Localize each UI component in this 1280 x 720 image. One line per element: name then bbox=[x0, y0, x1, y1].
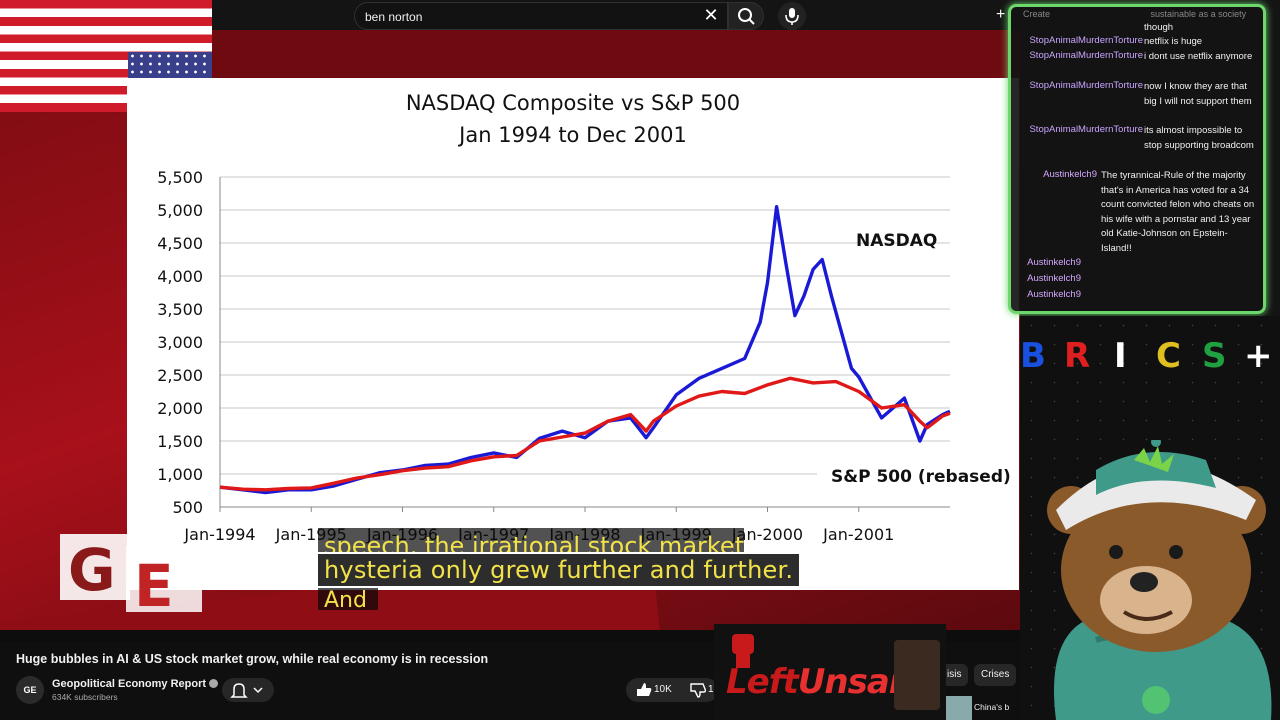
leftunsaid-logo: LeftUnsaid bbox=[714, 624, 946, 720]
chat-message: though bbox=[1144, 22, 1174, 33]
chat-username[interactable]: Austinkelch9 bbox=[1027, 257, 1081, 268]
x-tick-label: Jan-1994 bbox=[183, 525, 255, 544]
search-box[interactable] bbox=[354, 2, 728, 30]
chat-message: now I know they are that big I will not … bbox=[1144, 81, 1252, 107]
recommended-video-thumbnail[interactable] bbox=[944, 696, 972, 720]
verified-icon bbox=[209, 679, 219, 688]
nasdaq-series-label: NASDAQ bbox=[856, 231, 937, 251]
ge-watermark-logo: G E bbox=[60, 534, 202, 614]
raised-fist-icon bbox=[732, 634, 754, 668]
svg-text:G: G bbox=[68, 536, 116, 604]
y-tick-label: 4,000 bbox=[157, 267, 203, 286]
chat-username[interactable]: Austinkelch9 bbox=[1027, 273, 1081, 284]
microphone-icon bbox=[785, 8, 799, 25]
brics-banner: B R I C S + bbox=[1018, 336, 1280, 380]
voice-search-button[interactable] bbox=[778, 2, 806, 30]
notification-bell-button[interactable] bbox=[222, 678, 274, 702]
chart-subtitle: Jan 1994 to Dec 2001 bbox=[457, 123, 687, 147]
y-tick-label: 4,500 bbox=[157, 234, 203, 253]
filter-chip-crises[interactable]: Crises bbox=[974, 664, 1017, 686]
x-tick-label: Jan-2000 bbox=[731, 525, 803, 544]
subscriber-count: 634K subscribers bbox=[52, 692, 118, 702]
x-tick-label: Jan-2001 bbox=[822, 525, 894, 544]
chat-username[interactable]: StopAnimalMurdernTorture bbox=[1029, 80, 1143, 91]
bell-icon bbox=[230, 683, 263, 698]
live-chat-overlay: Create sustainable as a society though St… bbox=[1008, 4, 1266, 314]
stock-chart: NASDAQ Composite vs S&P 500 Jan 1994 to … bbox=[127, 78, 1019, 590]
brics-letter: C bbox=[1156, 336, 1181, 376]
brics-letter: I bbox=[1114, 336, 1127, 376]
like-dislike-pill: 10K 1 bbox=[626, 678, 718, 702]
chat-username[interactable]: StopAnimalMurdernTorture bbox=[1029, 50, 1143, 61]
clear-search-icon[interactable]: ✕ bbox=[703, 5, 719, 25]
search-input[interactable] bbox=[365, 7, 685, 27]
recommended-video-title[interactable]: China's b bbox=[974, 702, 1010, 712]
sp500-line bbox=[219, 376, 951, 492]
bear-mascot-image bbox=[1047, 440, 1272, 720]
chat-message: The tyrannical-Rule of the majority that… bbox=[1101, 170, 1255, 254]
subtitle-next-line: And bbox=[318, 588, 378, 610]
chat-message: its almost impossible to stop supporting… bbox=[1144, 125, 1254, 151]
chart-grid bbox=[219, 176, 950, 512]
brics-letter: + bbox=[1244, 336, 1273, 376]
y-tick-label: 500 bbox=[172, 498, 203, 517]
dislike-icon[interactable] bbox=[686, 678, 708, 702]
create-plus-icon[interactable]: + bbox=[996, 6, 1006, 23]
svg-text:E: E bbox=[134, 552, 174, 614]
search-icon bbox=[738, 8, 755, 25]
y-axis-ticks: 500 1,000 1,500 2,000 2,500 3,000 3,500 4,000 4,… bbox=[157, 168, 203, 517]
chart-series bbox=[219, 204, 951, 495]
chart-svg: NASDAQ Composite vs S&P 500 Jan 1994 to … bbox=[157, 91, 1017, 544]
channel-avatar[interactable]: GE bbox=[16, 676, 44, 704]
chat-username[interactable]: Austinkelch9 bbox=[1043, 169, 1097, 180]
subtitle-previous-line: speech, the irrational stock market bbox=[318, 528, 744, 552]
nasdaq-line bbox=[219, 204, 951, 495]
y-tick-label: 2,000 bbox=[157, 399, 203, 418]
y-tick-label: 3,500 bbox=[157, 300, 203, 319]
subtitle-current-line: hysteria only grew further and further. bbox=[318, 554, 800, 586]
filter-chip-crisis[interactable]: isis bbox=[940, 664, 969, 686]
chat-username[interactable]: StopAnimalMurdernTorture bbox=[1029, 35, 1143, 46]
search-button[interactable] bbox=[728, 2, 764, 30]
chat-username[interactable]: StopAnimalMurdernTorture bbox=[1029, 124, 1143, 135]
y-tick-label: 3,000 bbox=[157, 333, 203, 352]
like-count: 10K bbox=[654, 684, 672, 695]
like-icon[interactable] bbox=[632, 678, 654, 702]
dislike-count: 1 bbox=[708, 684, 714, 695]
chat-message: i dont use netflix anymore bbox=[1144, 51, 1253, 62]
y-tick-label: 5,000 bbox=[157, 201, 203, 220]
brics-letter: S bbox=[1202, 336, 1227, 376]
brics-letter: R bbox=[1064, 336, 1091, 376]
sp500-series-label: S&P 500 (rebased) bbox=[831, 467, 1011, 487]
y-tick-label: 1,500 bbox=[157, 432, 203, 451]
portrait-image bbox=[894, 640, 940, 710]
channel-name[interactable]: Geopolitical Economy Report bbox=[52, 678, 219, 690]
y-tick-label: 2,500 bbox=[157, 366, 203, 385]
chat-message: netflix is huge bbox=[1144, 36, 1203, 47]
chat-username[interactable]: Austinkelch9 bbox=[1027, 289, 1081, 300]
video-title: Huge bubbles in AI & US stock market gro… bbox=[16, 652, 489, 666]
chat-faded-message: Create sustainable as a society bbox=[1023, 9, 1247, 19]
chart-title: NASDAQ Composite vs S&P 500 bbox=[406, 91, 740, 115]
chevron-down-icon bbox=[253, 687, 263, 694]
y-tick-label: 1,000 bbox=[157, 465, 203, 484]
y-tick-label: 5,500 bbox=[157, 168, 203, 187]
brics-letter: B bbox=[1020, 336, 1046, 376]
